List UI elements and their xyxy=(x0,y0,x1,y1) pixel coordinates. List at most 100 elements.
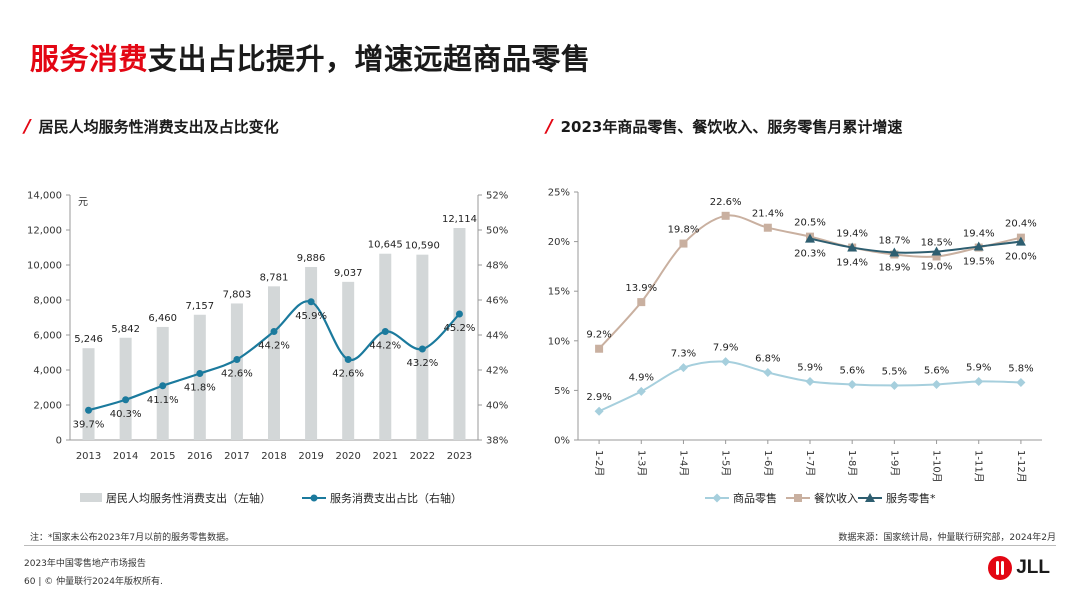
series-1-point xyxy=(721,357,731,367)
ratio-point xyxy=(381,328,389,335)
y2-tick-label: 50% xyxy=(486,226,508,237)
x-tick-label: 1-8月 xyxy=(846,450,858,476)
series-3-point xyxy=(805,233,815,243)
y-tick-label: 10% xyxy=(548,336,570,347)
y-tick-label: 25% xyxy=(548,188,570,199)
y2-tick-label: 38% xyxy=(486,436,508,447)
series-3-value-label: 19.5% xyxy=(963,257,995,268)
right-chart: 0% 5% 10% 15% 20% 25% 1-2月 1-3月 1-4月 1-5月 1-6月 1-7月… xyxy=(548,188,1042,505)
ratio-point xyxy=(159,382,167,390)
ratio-value-label: 45.9% xyxy=(295,311,327,322)
bar-value-label: 12,114 xyxy=(442,214,477,225)
series-2-point xyxy=(932,252,941,261)
series-2-value-label: 9.2% xyxy=(586,330,611,341)
series-1-value-label: 4.9% xyxy=(629,372,654,383)
ratio-point xyxy=(270,328,278,335)
series-1-point xyxy=(1016,377,1026,387)
legend-marker-3 xyxy=(865,493,875,502)
bar xyxy=(268,286,280,440)
series-1-value-label: 5.6% xyxy=(839,365,864,376)
ratio-value-label: 44.2% xyxy=(258,341,290,352)
bar-value-label: 8,781 xyxy=(260,272,289,283)
y-tick-label: 8,000 xyxy=(33,296,62,307)
ratio-value-label: 41.1% xyxy=(147,395,179,406)
series-1-point xyxy=(847,379,857,389)
left-chart-title: / 居民人均服务性消费支出及占比变化 xyxy=(24,116,279,137)
bar-value-label: 7,157 xyxy=(185,301,214,312)
series-3-point xyxy=(931,246,942,256)
series-1-point xyxy=(805,376,815,386)
footnote: 注：*国家未公布2023年7月以前的服务零售数据。 xyxy=(30,533,235,543)
ratio-value-label: 41.8% xyxy=(184,383,216,394)
y-tick-label: 10,000 xyxy=(27,261,62,272)
series-3-point xyxy=(847,242,858,252)
legend-bar-swatch xyxy=(80,493,102,502)
x-tick-label: 1-4月 xyxy=(677,450,689,476)
bar-value-label: 7,803 xyxy=(223,289,252,300)
ratio-point xyxy=(122,396,130,404)
right-chart-title: /2023年商品零售、餐饮收入、服务零售月累计增速 xyxy=(546,116,903,137)
jll-logo-icon xyxy=(988,556,1013,580)
series-3-point xyxy=(1015,236,1026,246)
series-1-point xyxy=(889,380,899,390)
bar-value-label: 5,842 xyxy=(111,324,140,335)
x-tick-label: 2015 xyxy=(150,451,175,462)
series-1-value-label: 2.9% xyxy=(586,392,611,403)
bar-value-label: 5,246 xyxy=(74,334,103,345)
series-3-value-label: 20.3% xyxy=(794,249,826,260)
bar xyxy=(119,337,132,440)
series-1-point xyxy=(678,363,688,373)
series-1-point xyxy=(974,376,984,386)
x-tick-label: 1-9月 xyxy=(888,450,900,476)
bar xyxy=(82,348,95,440)
x-tick-label: 1-7月 xyxy=(804,450,816,476)
divider xyxy=(24,545,1056,546)
y-tick-label: 0% xyxy=(554,436,570,447)
y-tick-label: 0 xyxy=(56,436,62,447)
y-axis-unit: 元 xyxy=(78,197,88,208)
ratio-point xyxy=(344,356,352,363)
y-tick-label: 4,000 xyxy=(33,366,62,377)
x-tick-label: 2020 xyxy=(335,451,360,462)
bar xyxy=(305,266,318,440)
x-tick-label: 2018 xyxy=(261,451,286,462)
series-3-value-label: 18.9% xyxy=(878,263,910,274)
series-1-value-label: 5.6% xyxy=(924,365,949,376)
x-tick-label: 1-3月 xyxy=(635,450,647,476)
series-1-value-label: 5.9% xyxy=(797,362,822,373)
y2-tick-label: 40% xyxy=(486,401,508,412)
series-3-value-label: 20.0% xyxy=(1005,252,1037,263)
series-3-value-label: 19.4% xyxy=(836,258,868,269)
bar-value-label: 10,645 xyxy=(368,240,403,251)
series-3-point xyxy=(889,247,900,257)
series-2-value-label: 19.4% xyxy=(963,229,995,240)
left-chart: 0 2,000 4,000 6,000 8,000 10,000 12,000 14,000 3… xyxy=(27,191,508,506)
ratio-point xyxy=(233,356,241,363)
legend-label-1: 商品零售 xyxy=(733,491,777,505)
series-2-value-label: 21.4% xyxy=(752,209,784,220)
y-tick-label: 20% xyxy=(548,237,570,248)
ratio-value-label: 45.2% xyxy=(444,323,476,334)
data-source: 数据来源：国家统计局，仲量联行研究部，2024年2月 xyxy=(838,533,1056,543)
y2-tick-label: 42% xyxy=(486,366,508,377)
series-2-point xyxy=(595,344,604,353)
page-title: 服务消费支出占比提升，增速远超商品零售 xyxy=(30,42,591,76)
series-1-point xyxy=(594,406,604,416)
series-2-value-label: 20.5% xyxy=(794,218,826,229)
x-tick-label: 2014 xyxy=(113,451,138,462)
series-1-point xyxy=(763,368,773,378)
ratio-value-label: 40.3% xyxy=(110,409,142,420)
x-tick-label: 2022 xyxy=(410,451,435,462)
y2-tick-label: 52% xyxy=(486,191,508,202)
ratio-point xyxy=(455,310,463,318)
legend-line-marker xyxy=(310,494,318,502)
x-tick-label: 1-5月 xyxy=(720,450,732,476)
ratio-point xyxy=(307,298,315,306)
y2-tick-label: 44% xyxy=(486,331,508,342)
y2-tick-label: 48% xyxy=(486,261,508,272)
x-tick-label: 1-11月 xyxy=(973,450,985,483)
series-2-value-label: 19.8% xyxy=(668,225,700,236)
x-tick-label: 2023 xyxy=(447,451,472,462)
ratio-value-label: 39.7% xyxy=(73,419,105,430)
x-tick-label: 2017 xyxy=(224,451,249,462)
